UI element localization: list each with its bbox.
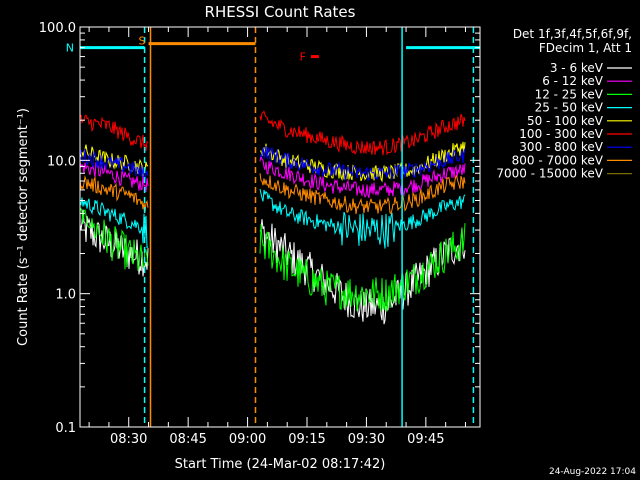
- series-4: [79, 188, 466, 249]
- series-line: [79, 161, 149, 192]
- x-tick-label: 08:30: [110, 432, 147, 447]
- legend-header-line-1: Det 1f,3f,4f,5f,6f,9f,: [513, 27, 632, 41]
- legend-entry-label: 7000 - 15000 keV: [496, 167, 603, 181]
- series-line: [259, 173, 466, 215]
- legend-entry-label: 3 - 6 keV: [550, 61, 604, 75]
- x-axis: 08:30 08:45 09:00 09:15 09:30 09:45: [88, 27, 466, 447]
- series-3: [79, 207, 466, 312]
- y-tick-label: 10.0: [47, 154, 76, 169]
- legend-entry-label: 300 - 800 keV: [519, 140, 603, 154]
- series-line: [259, 155, 466, 198]
- x-tick-label: 09:00: [229, 432, 266, 447]
- plot-area: N S F: [66, 27, 480, 427]
- annotation-label: N: [66, 42, 74, 55]
- x-tick-label: 09:15: [288, 432, 325, 447]
- legend-entry-label: 6 - 12 keV: [542, 74, 604, 88]
- y-tick-label: 100.0: [39, 21, 76, 36]
- series-line: [79, 197, 149, 249]
- series-5: [79, 141, 466, 183]
- y-tick-label: 0.1: [55, 421, 76, 436]
- series-line: [259, 223, 466, 312]
- footer-timestamp: 24-Aug-2022 17:04: [549, 467, 636, 477]
- plot-frame: [79, 26, 481, 428]
- legend: Det 1f,3f,4f,5f,6f,9f, FDecim 1, Att 1 3…: [496, 27, 632, 181]
- legend-entry-label: 50 - 100 keV: [527, 114, 604, 128]
- series-line: [259, 219, 466, 325]
- series-line: [259, 110, 466, 156]
- legend-entry-label: 800 - 7000 keV: [512, 153, 604, 167]
- series-line: [259, 146, 466, 182]
- annotation-label: S: [139, 35, 146, 48]
- series-1: [79, 209, 466, 325]
- series-6: [79, 110, 466, 156]
- chart-title: RHESSI Count Rates: [205, 3, 356, 21]
- series-line: [79, 209, 149, 277]
- series-line: [260, 141, 466, 183]
- series-line: [79, 114, 149, 152]
- y-axis: 0.1 1.0 10.0 100.0: [39, 21, 480, 436]
- series-7: [79, 146, 466, 183]
- y-tick-label: 1.0: [55, 288, 76, 303]
- series-line: [79, 175, 149, 213]
- series-line: [259, 188, 466, 249]
- series-8: [79, 173, 466, 215]
- series-line: [79, 144, 149, 176]
- legend-entry-label: 100 - 300 keV: [519, 127, 603, 141]
- series-2: [79, 155, 466, 198]
- series-line: [79, 207, 149, 271]
- legend-entry-label: 25 - 50 keV: [535, 101, 604, 115]
- x-axis-label: Start Time (24-Mar-02 08:17:42): [175, 457, 386, 472]
- legend-entry-label: 12 - 25 keV: [535, 87, 604, 101]
- legend-header-line-2: FDecim 1, Att 1: [539, 41, 632, 55]
- y-axis-label: Count Rate (s⁻¹ detector segment⁻¹): [16, 108, 31, 346]
- series-line: [79, 148, 149, 183]
- x-tick-label: 09:30: [348, 432, 385, 447]
- x-tick-label: 08:45: [169, 432, 206, 447]
- x-tick-label: 09:45: [407, 432, 444, 447]
- annotation-label: F: [300, 51, 306, 64]
